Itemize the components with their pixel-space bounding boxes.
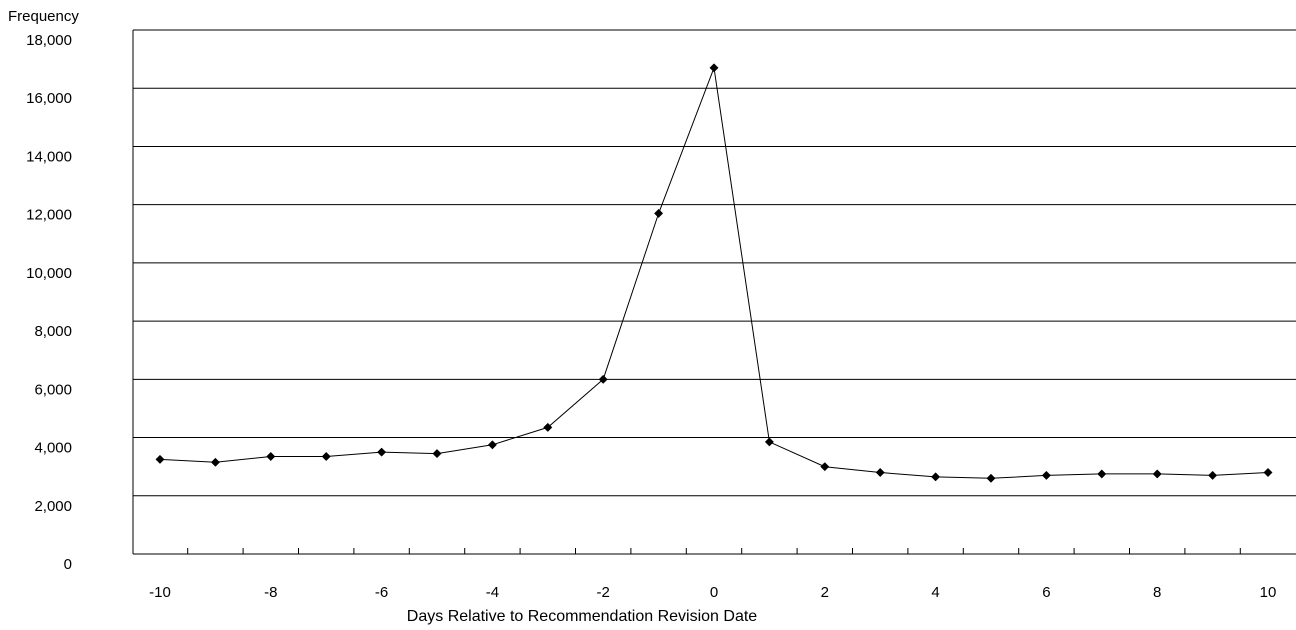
data-point-marker <box>1152 469 1162 479</box>
data-point-marker <box>321 451 331 462</box>
data-point-marker <box>986 473 996 483</box>
x-tick-label: -10 <box>149 584 171 601</box>
y-tick-label: 12,000 <box>26 207 72 224</box>
x-tick-label: -2 <box>597 584 610 601</box>
x-tick-label: 0 <box>710 584 718 601</box>
x-tick-label: 8 <box>1153 584 1161 601</box>
y-tick-label: 8,000 <box>34 323 72 340</box>
data-point-marker <box>1041 470 1051 480</box>
data-point-marker <box>1208 470 1218 480</box>
data-point-marker <box>1263 467 1273 478</box>
y-tick-label: 6,000 <box>34 381 72 398</box>
data-point-marker <box>654 208 664 218</box>
data-point-marker <box>598 374 608 384</box>
y-tick-label: 18,000 <box>26 32 72 49</box>
x-tick-label: 2 <box>821 584 829 601</box>
data-point-marker <box>155 454 165 464</box>
y-tick-labels: 0 2,000 4,000 6,000 8,000 10,000 12,000 14,000 1… <box>26 32 72 573</box>
data-point-marker <box>709 63 719 73</box>
data-point-marker <box>266 451 276 462</box>
data-point-marker <box>377 447 387 457</box>
y-tick-label: 16,000 <box>26 90 72 107</box>
x-tick-label: -4 <box>486 584 499 601</box>
x-tick-label: 10 <box>1260 584 1277 601</box>
x-tick-label: -8 <box>264 584 277 601</box>
x-tick-labels: -10 -8 -6 -4 -2 0 2 4 6 8 10 <box>149 584 1276 601</box>
y-tick-label: 10,000 <box>26 265 72 282</box>
data-point-marker <box>210 457 220 467</box>
y-axis-title: Frequency <box>8 8 79 25</box>
data-point-marker <box>543 422 553 432</box>
x-tick-label: 6 <box>1042 584 1050 601</box>
y-tick-label: 4,000 <box>34 440 72 457</box>
data-point-marker <box>875 467 885 478</box>
y-tick-label: 14,000 <box>26 148 72 165</box>
x-tick-label: -6 <box>375 584 388 601</box>
y-tick-label: 0 <box>64 556 72 573</box>
gridlines <box>133 29 1296 497</box>
data-point-marker <box>487 440 497 450</box>
data-point-marker <box>820 462 830 472</box>
data-point-marker <box>931 472 941 482</box>
data-point-marker <box>764 437 774 447</box>
series-markers <box>155 63 1273 483</box>
series-line <box>159 65 1269 479</box>
x-tick-label: 4 <box>931 584 939 601</box>
y-tick-label: 2,000 <box>34 498 72 515</box>
x-axis-title: Days Relative to Recommendation Revision… <box>407 608 757 625</box>
data-point-marker <box>432 449 442 459</box>
data-point-marker <box>1097 469 1107 479</box>
axes <box>132 30 1296 555</box>
